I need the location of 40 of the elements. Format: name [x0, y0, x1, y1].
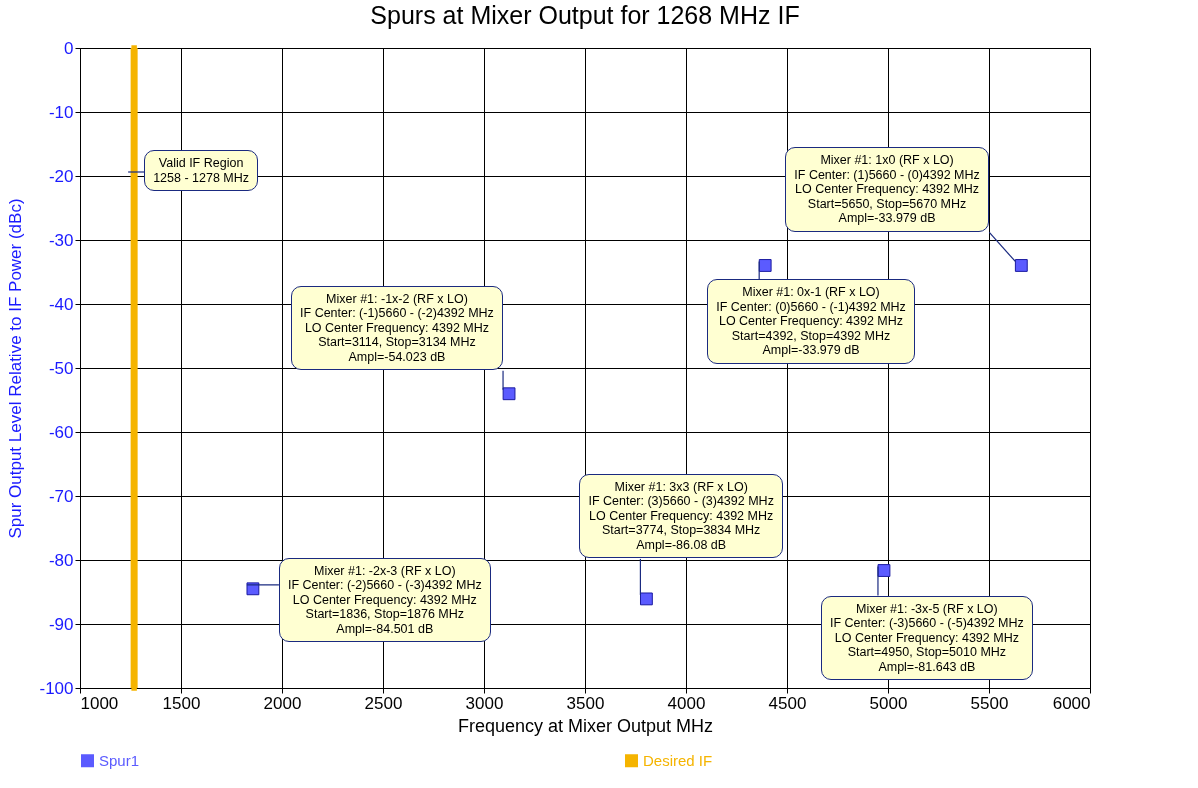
x-axis-title: Frequency at Mixer Output MHz: [457, 715, 714, 736]
legend-label: Desired IF: [643, 751, 713, 769]
x-tick-label: 1500: [162, 693, 201, 713]
annotation: Mixer #1: 3x3 (RF x LO) IF Center: (3)5660 - (3)4392 MHz LO Center Frequency: 4392 MHz Start=3774, Stop=3834 MHz Ampl=-86.08 dB: [579, 473, 783, 559]
y-tick-label: -30: [48, 230, 74, 250]
annotation: Mixer #1: 0x-1 (RF x LO) IF Center: (0)5660 - (-1)4392 MHz LO Center Frequency: 4392 MHz Start=4392, Stop=4392 MHz Ampl=-33.979 dB: [707, 279, 915, 364]
y-tick-label: -60: [48, 422, 74, 442]
annotation: Mixer #1: -1x-2 (RF x LO) IF Center: (-1)5660 - (-2)4392 MHz LO Center Frequency: 4392 MHz Start=3114, Stop=3134 MHz Ampl=-54.023 dB: [291, 285, 503, 371]
y-tick-label: -90: [48, 614, 74, 634]
y-tick-label: -100: [39, 678, 74, 698]
x-tick-label: 4500: [768, 693, 807, 713]
annotation: Mixer #1: -3x-5 (RF x LO) IF Center: (-3)5660 - (-5)4392 MHz LO Center Frequency: 4392 MHz Start=4950, Stop=5010 MHz Ampl=-81.643 dB: [820, 595, 1033, 680]
x-tick-label: 3000: [465, 693, 504, 713]
x-tick-label: 3500: [566, 693, 605, 713]
point: [1014, 259, 1028, 272]
y-tick-label: -10: [48, 102, 74, 122]
point: [502, 387, 516, 401]
legend-label: Spur1: [99, 751, 140, 769]
point: [758, 259, 772, 272]
x-tick-label: 4000: [667, 693, 706, 713]
x-tick-label: 5500: [970, 693, 1009, 713]
point: [639, 592, 653, 606]
y-tick-label: -20: [48, 166, 74, 186]
y-tick-label: -80: [48, 550, 74, 570]
y-tick-label: -70: [48, 486, 74, 506]
x-tick-label: 5000: [869, 693, 908, 713]
x-tick-label: 1000: [80, 693, 119, 713]
chart-title: Spurs at Mixer Output for 1268 MHz IF: [370, 1, 800, 29]
x-tick-label: 2500: [364, 693, 403, 713]
point: [877, 564, 891, 577]
y-tick-label: -40: [48, 294, 74, 314]
annotation: Valid IF Region 1258 - 1278 MHz: [144, 150, 259, 191]
y-axis-title: Spur Output Level Relative to IF Power (dBc): [6, 198, 26, 539]
x-tick-label: 6000: [1052, 693, 1091, 713]
y-tick-label: -50: [48, 358, 74, 378]
x-tick-label: 2000: [263, 693, 302, 713]
annotation: Mixer #1: 1x0 (RF x LO) IF Center: (1)5660 - (0)4392 MHz LO Center Frequency: 4392 MHz Start=5650, Stop=5670 MHz Ampl=-33.979 dB: [785, 147, 989, 232]
annotation: Mixer #1: -2x-3 (RF x LO) IF Center: (-2)5660 - (-3)4392 MHz LO Center Frequency: 4392 MHz Start=1836, Stop=1876 MHz Ampl=-84.501 dB: [278, 557, 491, 643]
point: [246, 582, 260, 596]
y-tick-label: 0: [64, 38, 74, 58]
